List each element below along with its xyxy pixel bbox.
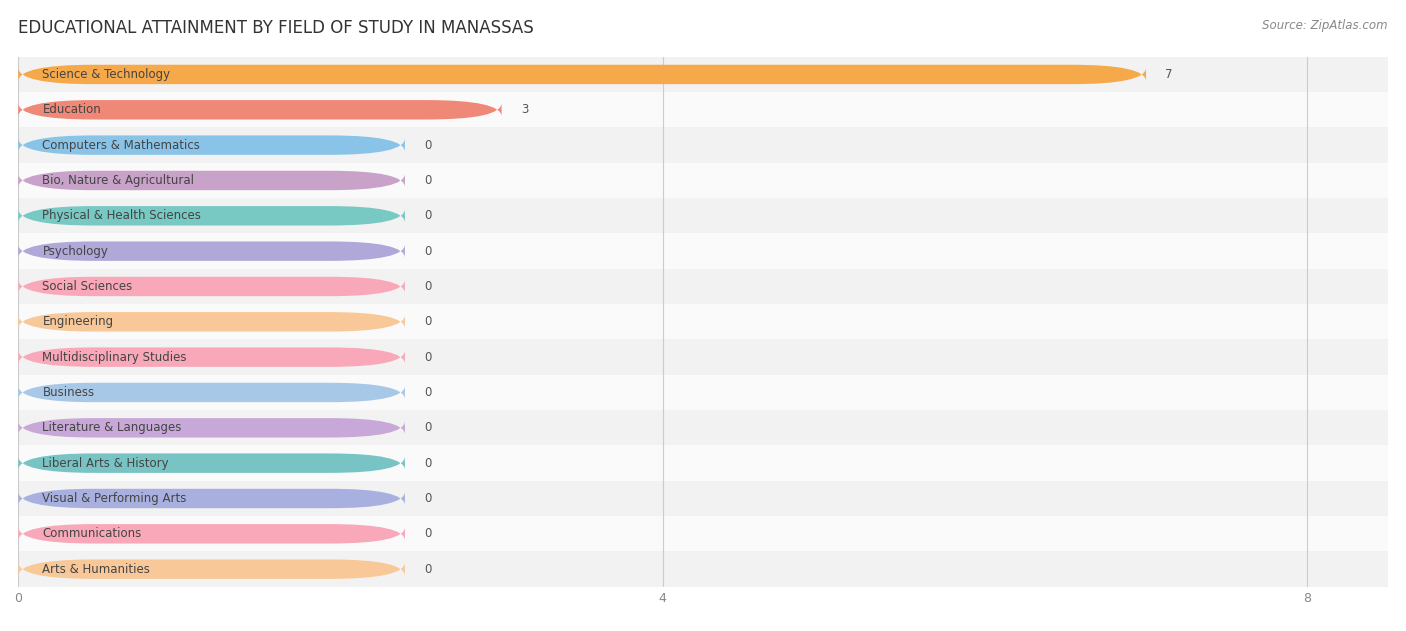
Text: 0: 0: [425, 245, 432, 257]
Text: 0: 0: [425, 422, 432, 434]
FancyBboxPatch shape: [18, 171, 405, 190]
FancyBboxPatch shape: [18, 312, 405, 331]
FancyBboxPatch shape: [18, 560, 405, 579]
FancyBboxPatch shape: [18, 524, 405, 543]
Text: Science & Technology: Science & Technology: [42, 68, 170, 81]
Bar: [18, 163, 1388, 198]
Text: Business: Business: [42, 386, 94, 399]
Text: Communications: Communications: [42, 528, 142, 540]
Text: 0: 0: [425, 174, 432, 187]
Text: Social Sciences: Social Sciences: [42, 280, 132, 293]
Text: Source: ZipAtlas.com: Source: ZipAtlas.com: [1263, 19, 1388, 32]
Bar: [18, 233, 1388, 269]
Text: 7: 7: [1166, 68, 1173, 81]
Text: EDUCATIONAL ATTAINMENT BY FIELD OF STUDY IN MANASSAS: EDUCATIONAL ATTAINMENT BY FIELD OF STUDY…: [18, 19, 534, 37]
Text: Engineering: Engineering: [42, 316, 114, 328]
Text: Computers & Mathematics: Computers & Mathematics: [42, 139, 200, 151]
FancyBboxPatch shape: [18, 65, 1146, 84]
Text: Physical & Health Sciences: Physical & Health Sciences: [42, 209, 201, 222]
Bar: [18, 410, 1388, 445]
FancyBboxPatch shape: [18, 383, 405, 402]
Bar: [18, 198, 1388, 233]
Text: 0: 0: [425, 492, 432, 505]
FancyBboxPatch shape: [18, 206, 405, 225]
Bar: [18, 127, 1388, 163]
FancyBboxPatch shape: [18, 100, 502, 119]
FancyBboxPatch shape: [18, 454, 405, 473]
Bar: [18, 481, 1388, 516]
Text: Bio, Nature & Agricultural: Bio, Nature & Agricultural: [42, 174, 194, 187]
Bar: [18, 57, 1388, 92]
Text: Arts & Humanities: Arts & Humanities: [42, 563, 150, 575]
Text: 0: 0: [425, 139, 432, 151]
Bar: [18, 375, 1388, 410]
Bar: [18, 516, 1388, 551]
Text: 0: 0: [425, 386, 432, 399]
Text: 0: 0: [425, 457, 432, 469]
Text: 0: 0: [425, 563, 432, 575]
Bar: [18, 445, 1388, 481]
Text: 0: 0: [425, 316, 432, 328]
Text: 3: 3: [522, 103, 529, 116]
Bar: [18, 339, 1388, 375]
Text: Multidisciplinary Studies: Multidisciplinary Studies: [42, 351, 187, 363]
Bar: [18, 92, 1388, 127]
Bar: [18, 551, 1388, 587]
Text: Liberal Arts & History: Liberal Arts & History: [42, 457, 169, 469]
Text: 0: 0: [425, 528, 432, 540]
Bar: [18, 304, 1388, 339]
FancyBboxPatch shape: [18, 242, 405, 261]
FancyBboxPatch shape: [18, 136, 405, 155]
Text: Education: Education: [42, 103, 101, 116]
Text: Visual & Performing Arts: Visual & Performing Arts: [42, 492, 187, 505]
FancyBboxPatch shape: [18, 348, 405, 367]
FancyBboxPatch shape: [18, 277, 405, 296]
Text: 0: 0: [425, 280, 432, 293]
Text: Psychology: Psychology: [42, 245, 108, 257]
Text: 0: 0: [425, 209, 432, 222]
FancyBboxPatch shape: [18, 489, 405, 508]
Text: 0: 0: [425, 351, 432, 363]
Text: Literature & Languages: Literature & Languages: [42, 422, 181, 434]
Bar: [18, 269, 1388, 304]
FancyBboxPatch shape: [18, 418, 405, 437]
